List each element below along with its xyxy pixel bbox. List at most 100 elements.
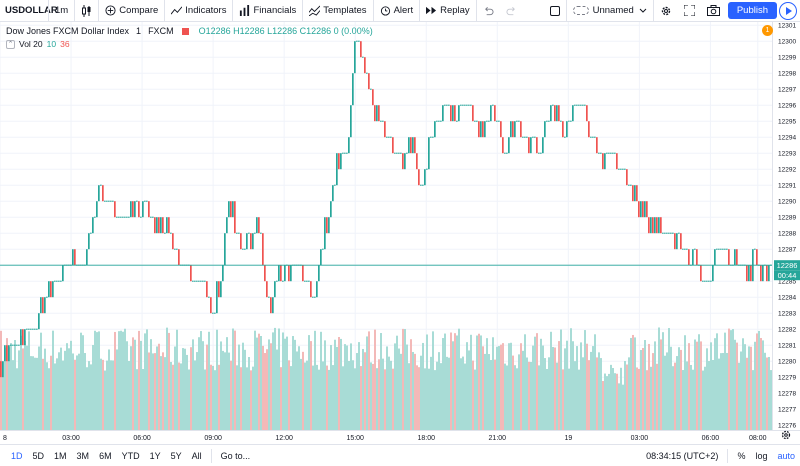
candle (508, 137, 510, 154)
candle (8, 345, 10, 362)
compare-button[interactable]: Compare (99, 0, 164, 22)
redo-button[interactable] (500, 0, 523, 22)
collapse-legend-button[interactable]: ⌃ (6, 39, 15, 49)
auto-scale-button[interactable]: auto (777, 450, 795, 461)
alert-button[interactable]: Alert (374, 0, 420, 22)
range-3m-button[interactable]: 3M (76, 450, 90, 461)
volume-bar (484, 353, 486, 430)
volume-bar (276, 349, 278, 430)
volume-bar (394, 343, 396, 430)
volume-bar (388, 356, 390, 430)
volume-bar (664, 355, 666, 430)
plus-circle-icon (105, 5, 116, 16)
replay-button[interactable]: Replay (420, 0, 476, 22)
candle (442, 105, 444, 122)
candle (204, 280, 206, 282)
volume-bar (634, 337, 636, 430)
clock-display[interactable]: 08:34:15 (UTC+2) (646, 450, 719, 461)
price-tick-label: 12279 (778, 375, 796, 382)
price-tick-label: 12292 (778, 167, 796, 174)
templates-button[interactable]: Templates (303, 0, 372, 22)
candle (136, 200, 138, 202)
volume-bar (750, 346, 752, 430)
candle (722, 248, 724, 250)
volume-bar (404, 329, 406, 430)
volume-bar (600, 358, 602, 430)
candle (190, 265, 192, 282)
range-1y-button[interactable]: 1Y (149, 450, 161, 461)
volume-bar (246, 367, 248, 430)
range-5y-button[interactable]: 5Y (170, 450, 182, 461)
snapshot-button[interactable] (701, 0, 726, 22)
candle (352, 73, 354, 106)
indicators-button[interactable]: Indicators (165, 0, 232, 22)
volume-bar (382, 358, 384, 430)
range-6m-button[interactable]: 6M (99, 450, 112, 461)
symbol-search[interactable]: USDOLLAR (5, 5, 58, 16)
volume-bar (210, 364, 212, 430)
publish-button[interactable]: Publish (727, 2, 777, 19)
candle (524, 136, 526, 138)
volume-bar (642, 347, 644, 430)
candle (748, 265, 750, 282)
undo-button[interactable] (477, 0, 500, 22)
fullscreen-button[interactable] (678, 0, 701, 22)
select-layout-button[interactable] (544, 0, 566, 22)
divider (232, 0, 234, 22)
volume-bar (432, 331, 434, 430)
volume-bar (288, 360, 290, 430)
chart-settings-gear[interactable] (781, 430, 791, 440)
volume-bar (260, 335, 262, 430)
candle (32, 328, 34, 330)
chart-style-button[interactable] (75, 0, 98, 22)
volume-bar (584, 330, 586, 430)
candle (206, 281, 208, 298)
candle (638, 201, 640, 218)
price-tick-label: 12277 (778, 407, 796, 414)
flag-icon[interactable] (181, 27, 189, 35)
volume-bar (158, 343, 160, 430)
alert-count-badge[interactable]: 1 (762, 25, 773, 36)
candle (480, 121, 482, 138)
percent-scale-button[interactable]: % (737, 450, 746, 461)
goto-button[interactable]: Go to... (220, 450, 251, 461)
candle (390, 136, 392, 138)
volume-bar (118, 331, 120, 430)
price-tick-label: 12288 (778, 231, 796, 238)
layout-menu[interactable]: Unnamed (567, 0, 653, 22)
range-all-button[interactable]: All (191, 450, 202, 461)
volume-bar (166, 327, 168, 430)
candle (54, 280, 56, 282)
candle (316, 281, 318, 298)
financials-button[interactable]: Financials (233, 0, 302, 22)
price-chart[interactable]: 12276 12277 12278 12279 12280 12281 12282 12283… (0, 22, 800, 444)
volume-bar (202, 341, 204, 430)
candle (160, 217, 162, 234)
candle (514, 121, 516, 138)
legend-source: FXCM (148, 26, 174, 36)
candle (728, 249, 730, 266)
volume-bar (548, 357, 550, 430)
range-1m-button[interactable]: 1M (54, 450, 67, 461)
settings-button[interactable] (654, 0, 678, 22)
volume-bar (130, 346, 132, 430)
volume-bar (314, 330, 316, 430)
interval-button[interactable]: 1m (55, 5, 69, 16)
volume-bar (266, 349, 268, 430)
volume-bar (442, 338, 444, 430)
candle (716, 248, 718, 250)
candle (178, 249, 180, 266)
volume-bar (76, 355, 78, 430)
candle (170, 232, 172, 234)
volume-bar (150, 339, 152, 430)
play-button[interactable] (779, 1, 797, 20)
volume-bar (762, 340, 764, 430)
volume-bar (10, 343, 12, 430)
range-1d-button[interactable]: 1D (11, 450, 23, 461)
range-ytd-button[interactable]: YTD (121, 450, 140, 461)
volume-bar (414, 353, 416, 430)
candle (574, 104, 576, 106)
range-5d-button[interactable]: 5D (32, 450, 45, 461)
log-scale-button[interactable]: log (755, 450, 768, 461)
volume-label: Vol 20 (19, 39, 43, 49)
